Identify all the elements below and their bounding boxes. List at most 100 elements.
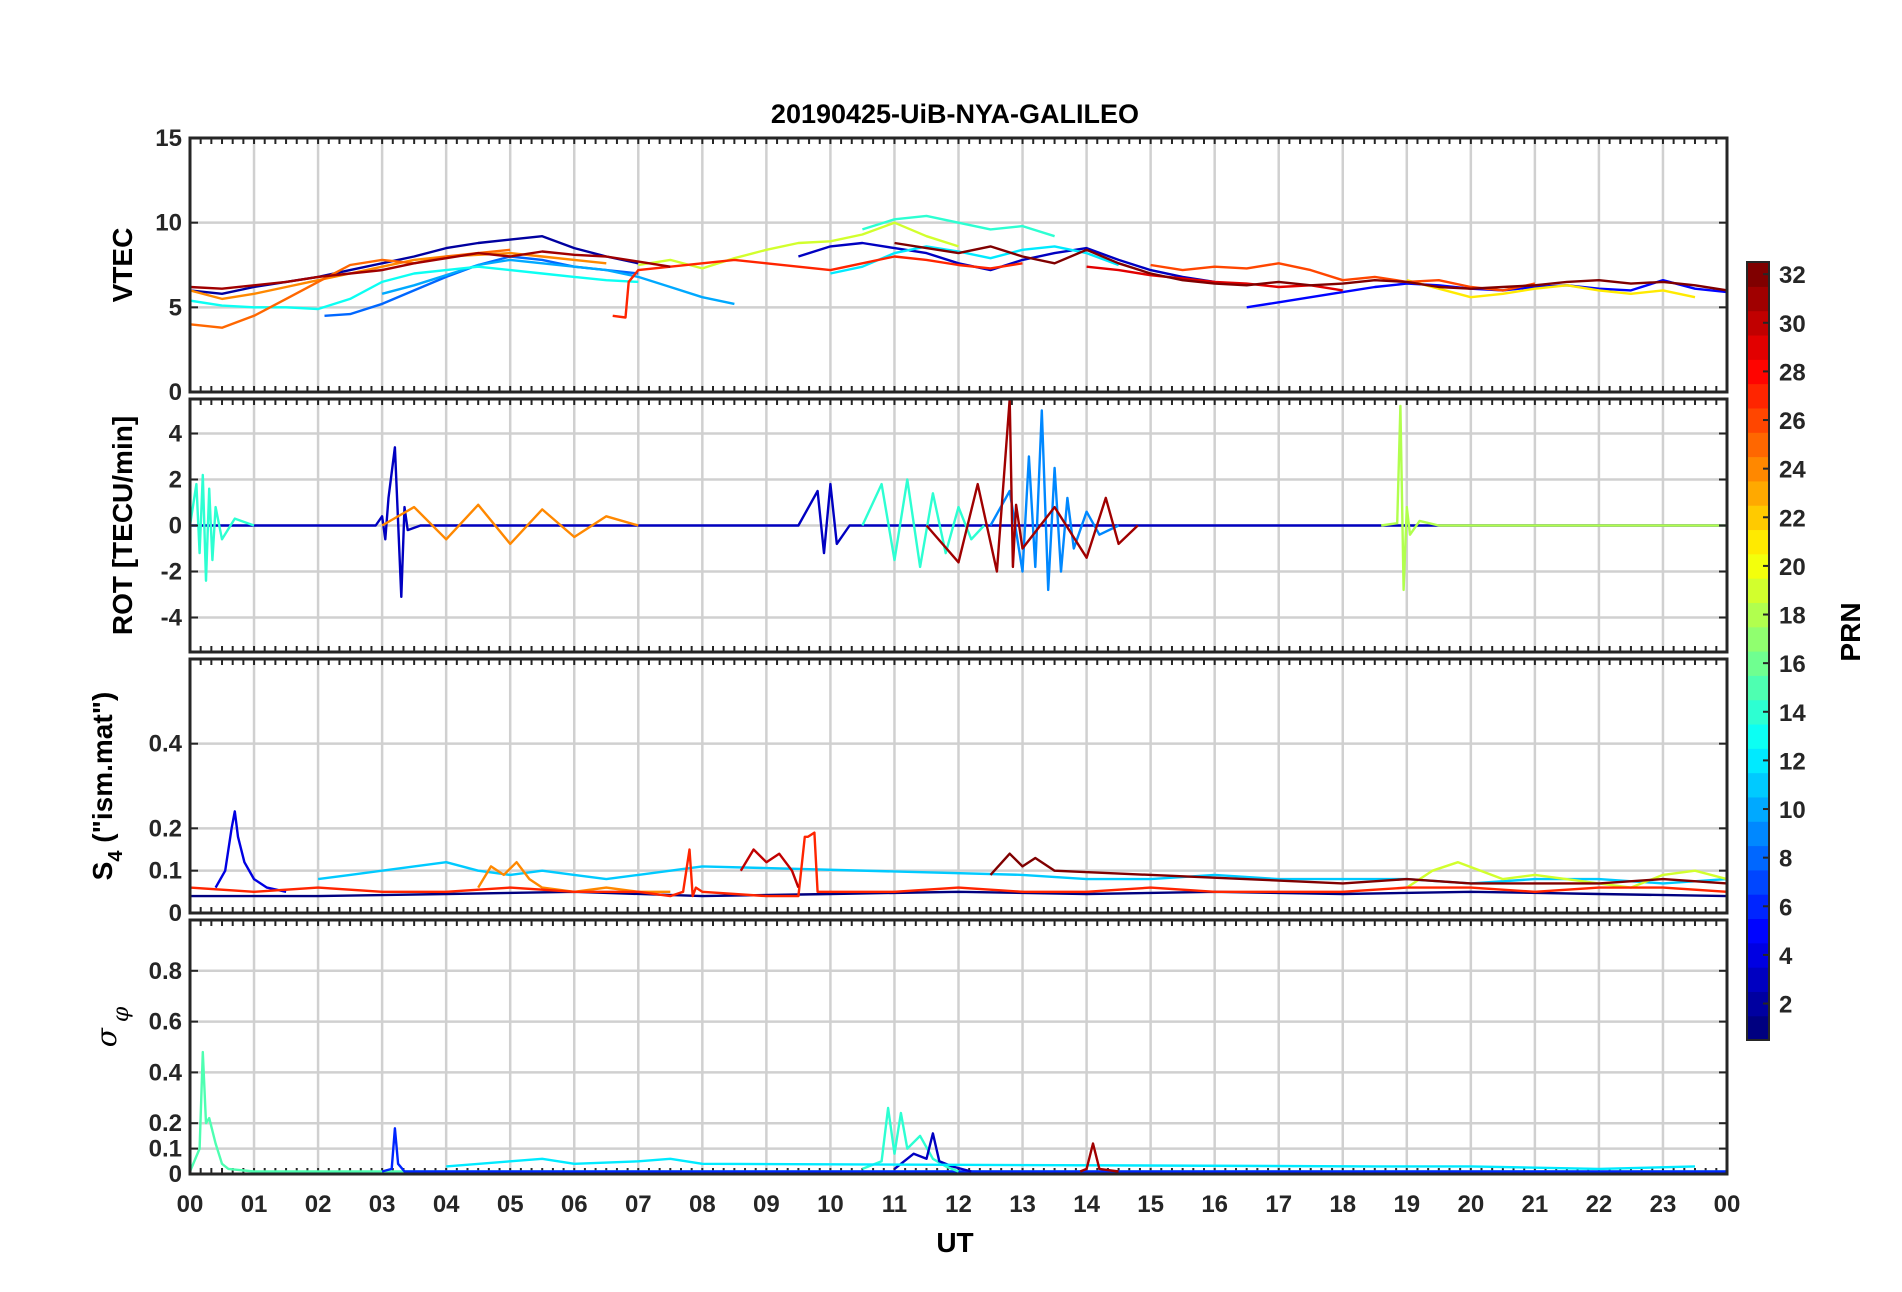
colorbar-segment	[1747, 1015, 1769, 1041]
series-line-prn-27	[190, 831, 1727, 898]
x-tick-label: 00	[1714, 1191, 1741, 1218]
series-line-prn-31	[1079, 1142, 1119, 1173]
series-line-prn-24	[477, 861, 671, 893]
colorbar-segment	[1747, 991, 1769, 1017]
series-line-prn-18	[1381, 404, 1727, 592]
x-tick-label: 09	[753, 1191, 780, 1218]
y-tick-label: 0.2	[149, 1110, 182, 1137]
colorbar-tick-label: 26	[1779, 408, 1806, 435]
colorbar-tick-label: 10	[1779, 797, 1806, 824]
series-line-prn-14	[861, 478, 985, 569]
colorbar-label: PRN	[1835, 602, 1866, 661]
series-line-prn-3	[190, 446, 1727, 598]
colorbar-segment	[1747, 262, 1769, 287]
colorbar-segment	[1747, 286, 1769, 312]
colorbar-tick-label: 28	[1779, 359, 1806, 386]
series-line-prn-3	[893, 1132, 972, 1173]
x-tick-label: 13	[1009, 1191, 1036, 1218]
y-tick-label: 5	[169, 294, 182, 321]
colorbar-tick-label: 4	[1779, 943, 1793, 970]
colorbar-tick-label: 30	[1779, 311, 1806, 338]
x-tick-label: 16	[1201, 1191, 1228, 1218]
series-line-prn-31	[925, 399, 1139, 573]
x-tick-label: 05	[497, 1191, 524, 1218]
y-tick-label: 0	[169, 379, 182, 406]
panel-frame	[188, 918, 1729, 1176]
x-tick-label: 21	[1522, 1191, 1549, 1218]
colorbar-segment	[1747, 359, 1769, 385]
x-tick-label: 18	[1329, 1191, 1356, 1218]
x-tick-label: 04	[433, 1191, 460, 1218]
colorbar-segment	[1747, 796, 1769, 822]
colorbar-segment	[1747, 942, 1769, 968]
colorbar-segment	[1747, 310, 1769, 336]
y-axis-label: σφ	[90, 1006, 134, 1047]
y-tick-label: 10	[155, 210, 182, 237]
panel-3: 0 0.1 0.2 0.4 S4 ("ism.mat")	[87, 657, 1729, 927]
colorbar-tick-label: 2	[1779, 992, 1792, 1019]
series-group	[190, 399, 1727, 598]
series-line-prn-14	[190, 473, 255, 582]
x-tick-label: 03	[369, 1191, 396, 1218]
x-tick-label: 17	[1265, 1191, 1292, 1218]
colorbar-segment	[1747, 675, 1769, 701]
x-tick-label: 02	[305, 1191, 332, 1218]
colorbar-segment	[1747, 529, 1769, 555]
colorbar-segment	[1747, 894, 1769, 920]
series-line-prn-30	[739, 848, 800, 889]
panel-frame	[188, 657, 1729, 915]
x-tick-label: 11	[882, 1191, 907, 1218]
y-tick-label: 0.1	[149, 1136, 182, 1163]
y-tick-label: 2	[169, 467, 182, 494]
colorbar-segment	[1747, 505, 1769, 531]
panel-2: -4 -2 0 2 4 ROT [TECU/min]	[107, 397, 1729, 654]
y-tick-label: 0	[169, 513, 182, 540]
series-line-prn-27	[612, 255, 1023, 319]
colorbar-segment	[1747, 383, 1769, 409]
series-line-prn-24	[190, 251, 607, 301]
y-axis-label: ROT [TECU/min]	[107, 416, 138, 635]
y-tick-label: -4	[161, 605, 183, 632]
x-tick-label: 06	[561, 1191, 588, 1218]
series-line-prn-9	[989, 409, 1120, 592]
colorbar-segment	[1747, 626, 1769, 652]
series-line-prn-1	[190, 890, 1727, 898]
panel-frame	[188, 397, 1729, 654]
y-tick-label: 0.1	[149, 858, 182, 885]
series-line-prn-32	[894, 241, 1727, 292]
x-axis: 00 01 02 03 04 05 06 07 08 09 10 11 12 13 14 15 16 17 18 19…	[177, 1191, 1741, 1218]
y-tick-label: 0	[169, 900, 182, 927]
series-line-prn-10	[381, 258, 735, 306]
colorbar-segment	[1747, 602, 1769, 628]
y-tick-label: 0.2	[149, 815, 182, 842]
series-line-prn-4	[214, 810, 287, 893]
colorbar-segment	[1747, 748, 1769, 774]
colorbar-segment	[1747, 967, 1769, 992]
series-line-prn-6	[381, 1127, 1727, 1173]
colorbar-segment	[1747, 480, 1769, 506]
panel-1: 0 5 10 15 VTEC	[107, 125, 1729, 406]
x-tick-label: 19	[1393, 1191, 1420, 1218]
x-tick-label: 23	[1650, 1191, 1677, 1218]
y-tick-label: -2	[161, 559, 182, 586]
series-group	[190, 1050, 1727, 1173]
colorbar-segment	[1747, 918, 1769, 944]
series-line-prn-15	[190, 1050, 1727, 1173]
x-tick-label: 14	[1073, 1191, 1100, 1218]
x-tick-label: 01	[241, 1191, 268, 1218]
colorbar-segment	[1747, 772, 1769, 798]
series-line-prn-13	[190, 265, 639, 311]
y-tick-label: 0	[169, 1161, 182, 1188]
colorbar-segment	[1747, 845, 1769, 871]
series-line-prn-21	[1406, 279, 1696, 299]
colorbar-segment	[1747, 651, 1769, 676]
colorbar-tick-label: 16	[1779, 651, 1806, 678]
colorbar-segment	[1747, 821, 1769, 847]
x-tick-label: 00	[177, 1191, 204, 1218]
series-group	[190, 810, 1727, 898]
y-tick-label: 0.4	[149, 1059, 183, 1086]
y-axis-label: S4 ("ism.mat")	[87, 692, 127, 881]
